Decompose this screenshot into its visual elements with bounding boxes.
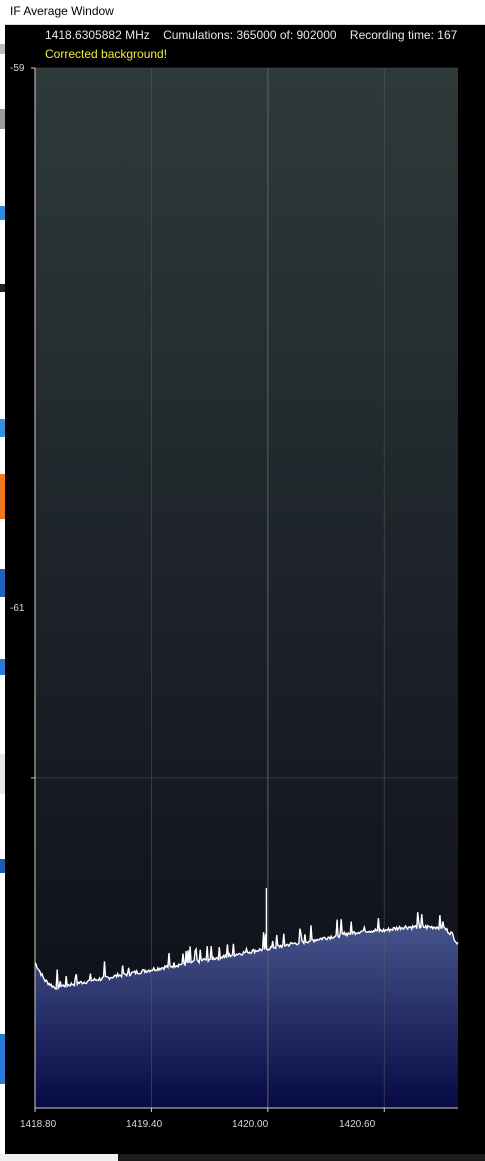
edge-mark — [0, 754, 5, 794]
title-bar[interactable]: IF Average Window — [0, 0, 485, 25]
edge-mark — [0, 284, 5, 292]
window-title: IF Average Window — [10, 4, 114, 18]
background-window-edge — [0, 24, 5, 1154]
edge-mark — [0, 659, 5, 675]
corrected-background-notice: Corrected background! — [45, 47, 168, 61]
taskbar-edge — [0, 1154, 485, 1161]
edge-mark — [0, 1034, 5, 1084]
edge-mark — [0, 859, 5, 873]
spectrum-fill — [35, 912, 458, 1108]
status-line: 1418.6305882 MHz Cumulations: 365000 of:… — [45, 28, 457, 42]
x-tick-label: 1420.60 — [339, 1119, 376, 1130]
edge-mark — [0, 206, 5, 220]
edge-mark — [0, 109, 5, 129]
spectrum-line — [34, 912, 459, 991]
y-tick-label: -61 — [10, 603, 25, 614]
edge-mark — [0, 569, 5, 597]
x-tick-label: 1420.00 — [232, 1119, 269, 1130]
frequency-readout: 1418.6305882 MHz — [45, 28, 150, 42]
edge-mark — [0, 44, 5, 54]
y-tick-label: -59 — [10, 63, 25, 74]
edge-mark — [0, 474, 5, 519]
recording-time-readout: Recording time: 167 — [349, 28, 458, 42]
x-tick-label: 1419.40 — [126, 1119, 163, 1130]
cumulations-readout: Cumulations: 365000 of: 902000 — [163, 28, 337, 42]
x-tick-label: 1418.80 — [20, 1119, 57, 1130]
edge-mark — [0, 419, 5, 437]
taskbar-segment — [0, 1154, 118, 1161]
taskbar-segment — [118, 1154, 485, 1161]
